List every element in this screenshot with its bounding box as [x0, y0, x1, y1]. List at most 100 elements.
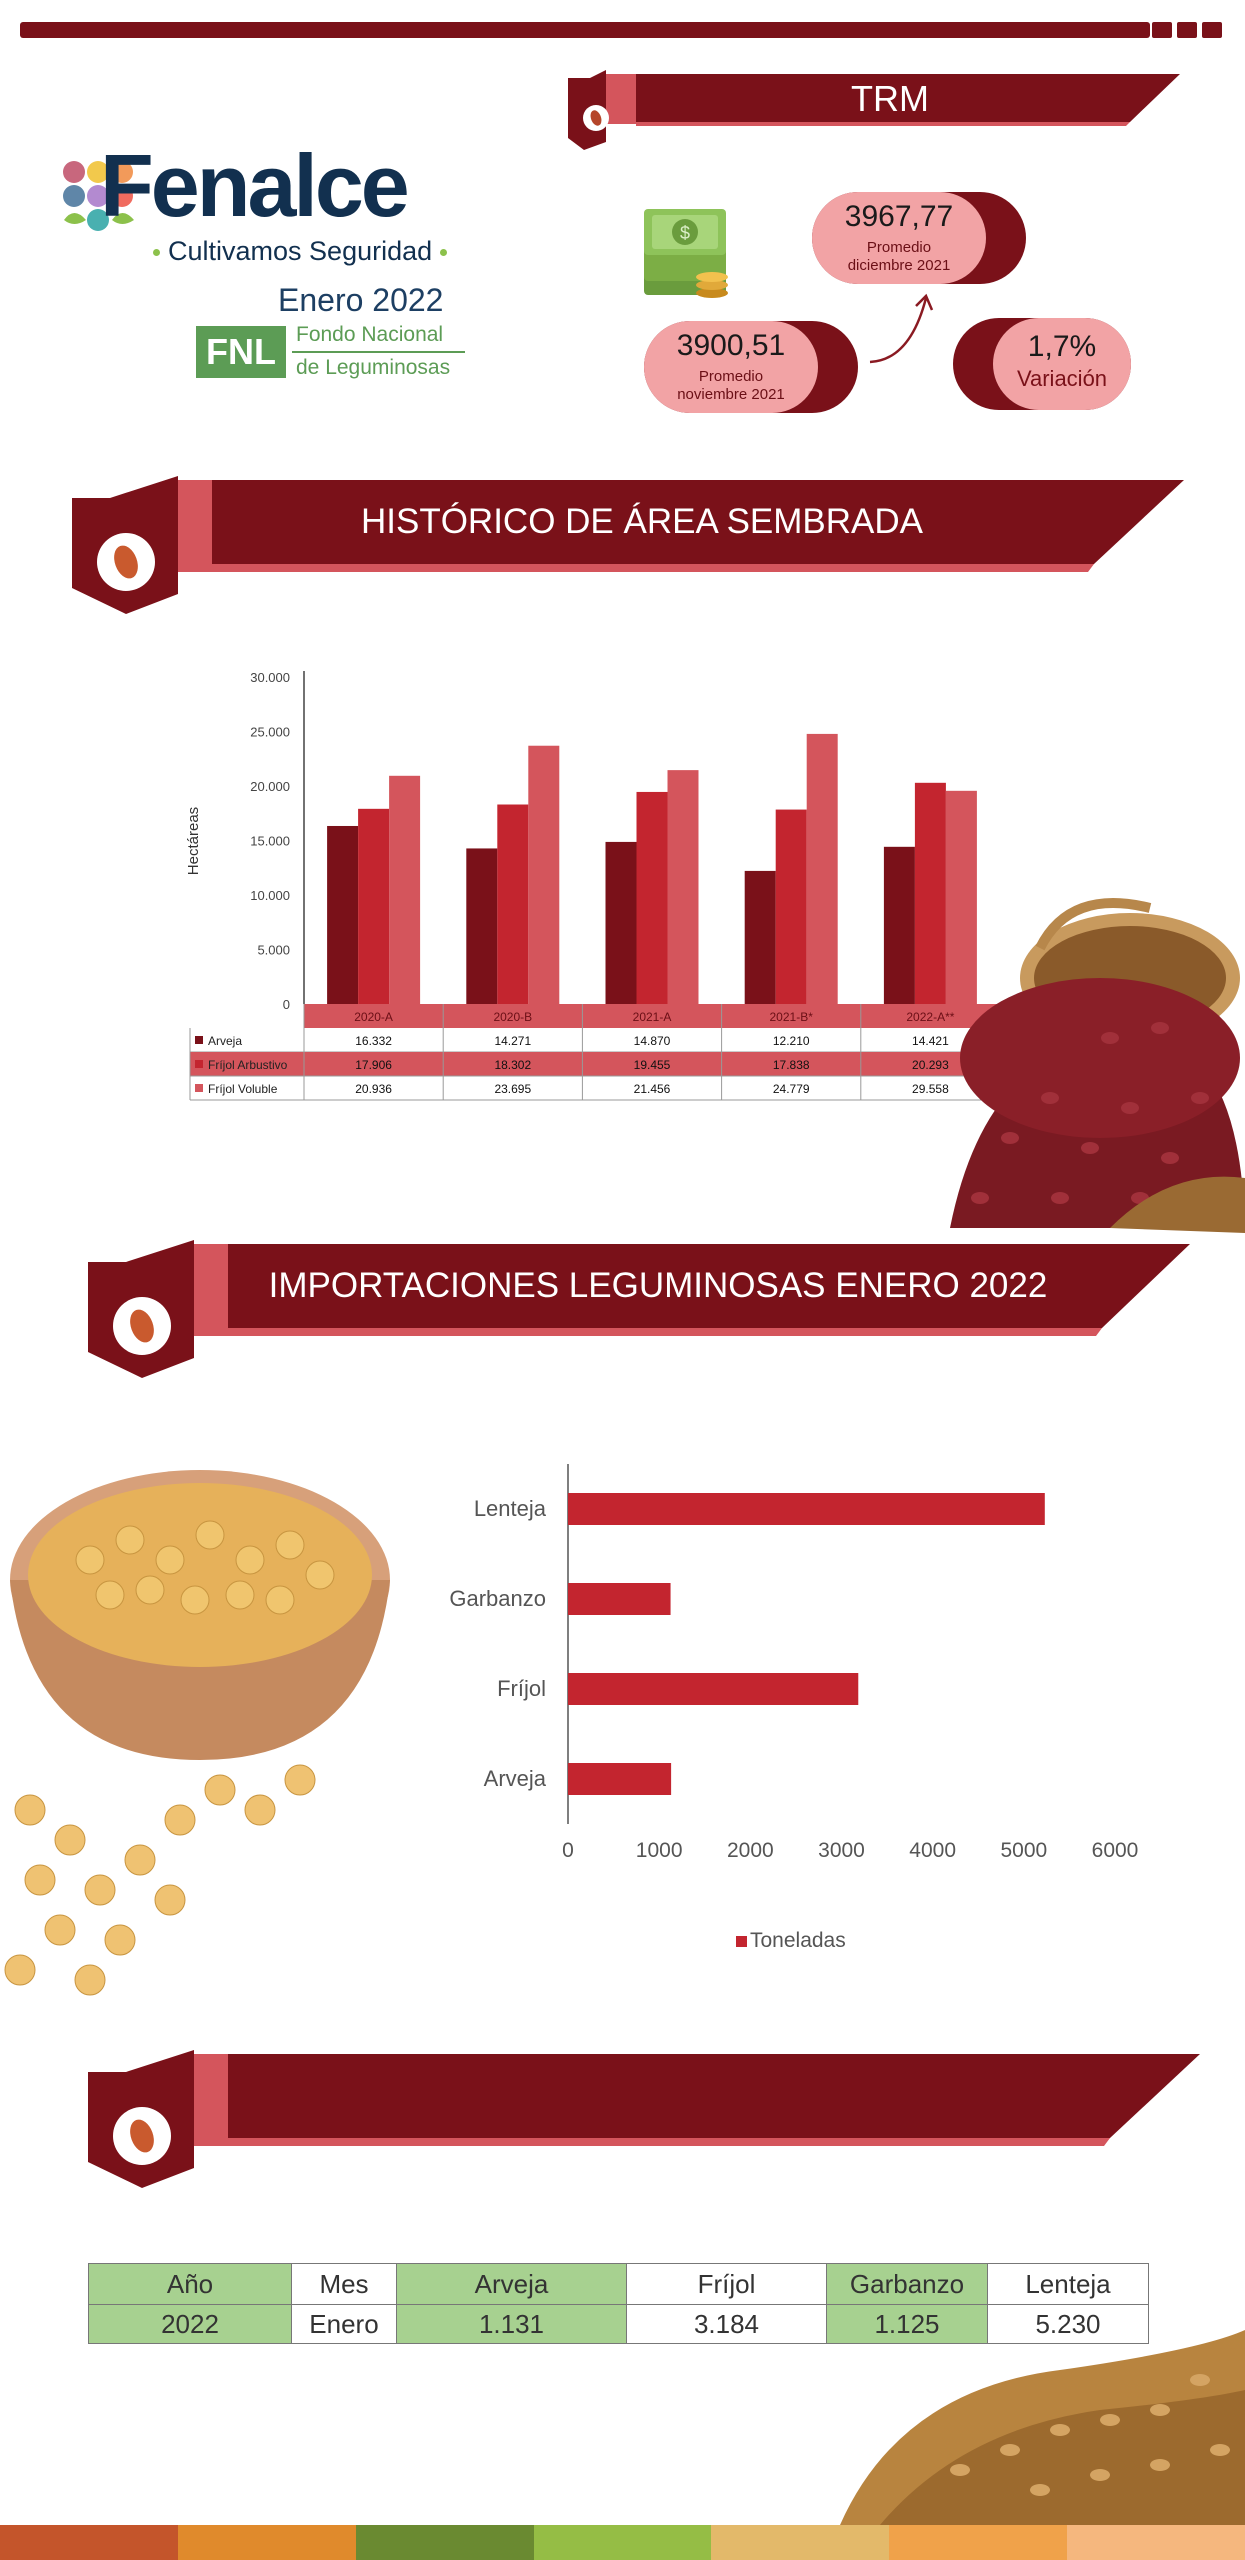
- top-bar-square: [1152, 22, 1172, 38]
- fnl-name-line2: de Leguminosas: [296, 356, 451, 379]
- y-tick-label: 5.000: [257, 943, 290, 958]
- report-date: Enero 2022: [278, 282, 444, 318]
- legend-label: Arveja: [208, 1034, 242, 1048]
- y-tick-label: 15.000: [250, 834, 290, 849]
- bar: [358, 808, 390, 1004]
- table-cell: 2022: [88, 2304, 292, 2344]
- trm-nov-label-1: Promedio: [698, 368, 764, 385]
- footer-color-segment: [711, 2525, 891, 2560]
- table-cell: 5.230: [987, 2304, 1149, 2344]
- table-cell: Enero: [291, 2304, 397, 2344]
- bar: [636, 791, 668, 1004]
- top-bar: [20, 22, 1150, 38]
- table-row: 2022 Enero 1.131 3.184 1.125 5.230: [88, 2304, 1149, 2344]
- data-label: 12.210: [773, 1034, 810, 1048]
- data-label: 21.456: [634, 1082, 671, 1096]
- top-bar-square: [1177, 22, 1197, 38]
- bar: [744, 870, 776, 1004]
- trm-dec-label-2: diciembre 2021: [847, 257, 951, 274]
- x-tick-label: 2020-B: [493, 1010, 532, 1024]
- y-tick-label: 25.000: [250, 725, 290, 740]
- x-tick-label: 1000: [636, 1839, 683, 1862]
- x-tick-label: 5000: [1000, 1839, 1047, 1862]
- footer-color-segment: [1067, 2525, 1245, 2560]
- trm-variation-value: 1,7%: [1027, 330, 1097, 363]
- fnl-name-line1: Fondo Nacional: [296, 323, 444, 346]
- table-header-cell: Garbanzo: [826, 2263, 988, 2305]
- bar: [568, 1673, 859, 1705]
- table-cell: 1.131: [396, 2304, 627, 2344]
- trm-nov-value: 3900,51: [676, 329, 786, 362]
- table-cell: 1.125: [826, 2304, 988, 2344]
- legend-swatch: [195, 1036, 203, 1044]
- data-label: 19.455: [634, 1058, 671, 1072]
- footer-color-segment: [177, 2525, 357, 2560]
- bar: [914, 782, 946, 1004]
- y-tick-label: 20.000: [250, 779, 290, 794]
- bar: [568, 1583, 671, 1615]
- trm-title: TRM: [851, 78, 929, 119]
- svg-text:$: $: [680, 223, 690, 243]
- data-label: 18.302: [494, 1058, 531, 1072]
- footer-color-segment: [889, 2525, 1069, 2560]
- category-label: Garbanzo: [449, 1586, 546, 1611]
- category-label: Fríjol: [497, 1676, 546, 1701]
- y-tick-label: 10.000: [250, 888, 290, 903]
- bar: [945, 790, 977, 1004]
- bar: [327, 825, 359, 1004]
- lentils-image: [840, 2330, 1245, 2525]
- footer-color-segment: [533, 2525, 713, 2560]
- table-header-row: Año Mes Arveja Fríjol Garbanzo Lenteja: [88, 2263, 1149, 2305]
- legend-label: Fríjol Arbustivo: [208, 1058, 288, 1072]
- data-label: 17.838: [773, 1058, 810, 1072]
- top-bar-square: [1202, 22, 1222, 38]
- imports-section-title: IMPORTACIONES LEGUMINOSAS ENERO 2022: [268, 1266, 1048, 1305]
- table-header-cell: Año: [88, 2263, 292, 2305]
- table-header-cell: Lenteja: [987, 2263, 1149, 2305]
- table-header-cell: Mes: [291, 2263, 397, 2305]
- area-section-title: HISTÓRICO DE ÁREA SEMBRADA: [360, 502, 924, 541]
- pill-dec-shape: [812, 192, 1026, 284]
- x-tick-label: 2022-A**: [906, 1010, 954, 1024]
- trm-dec-label-1: Promedio: [866, 239, 932, 256]
- trm-nov-label-2: noviembre 2021: [677, 386, 785, 403]
- bar: [667, 770, 699, 1004]
- fnl-badge: FNL: [196, 326, 286, 378]
- trm-banner: [568, 70, 1180, 150]
- bar: [528, 745, 560, 1004]
- logo-wordmark: Fenalce: [100, 136, 410, 235]
- table-row-bg: [190, 1052, 1000, 1076]
- imports-banner: [88, 1240, 1190, 1378]
- pill-nov-shape: [644, 321, 858, 413]
- x-tick-label: 2020-A: [354, 1010, 393, 1024]
- data-label: 14.870: [634, 1034, 671, 1048]
- bar: [883, 846, 915, 1004]
- y-axis-label: Hectáreas: [185, 807, 202, 875]
- x-tick-label: 2000: [727, 1839, 774, 1862]
- bar: [466, 848, 498, 1004]
- bar: [568, 1493, 1045, 1525]
- legend-label: Fríjol Voluble: [208, 1082, 278, 1096]
- y-tick-label: 0: [283, 997, 290, 1012]
- legend-swatch: [195, 1060, 203, 1068]
- soybean-bowl-image: [4, 1470, 390, 1996]
- area-chart: Hectáreas 0 5.000 10.000 15.000 20.000 25.000 3…: [185, 670, 1001, 1101]
- x-tick-label: 4000: [909, 1839, 956, 1862]
- category-label: Lenteja: [474, 1496, 547, 1521]
- red-beans-basket-image: [950, 898, 1245, 1233]
- bar: [389, 775, 421, 1004]
- trm-dec-value: 3967,77: [844, 200, 954, 233]
- data-label: 20.936: [355, 1082, 392, 1096]
- money-icon: $: [644, 209, 728, 298]
- bar: [568, 1763, 672, 1795]
- data-label: 14.421: [912, 1034, 949, 1048]
- category-header-bg: [304, 1004, 1000, 1028]
- pill-var-shape: [953, 318, 1131, 410]
- bar: [806, 733, 838, 1004]
- footer-color-segment: [355, 2525, 535, 2560]
- data-label: 23.695: [494, 1082, 531, 1096]
- data-label: 20.293: [912, 1058, 949, 1072]
- bar: [775, 809, 807, 1004]
- table-banner: [88, 2050, 1200, 2188]
- footer-color-segment: [0, 2525, 179, 2560]
